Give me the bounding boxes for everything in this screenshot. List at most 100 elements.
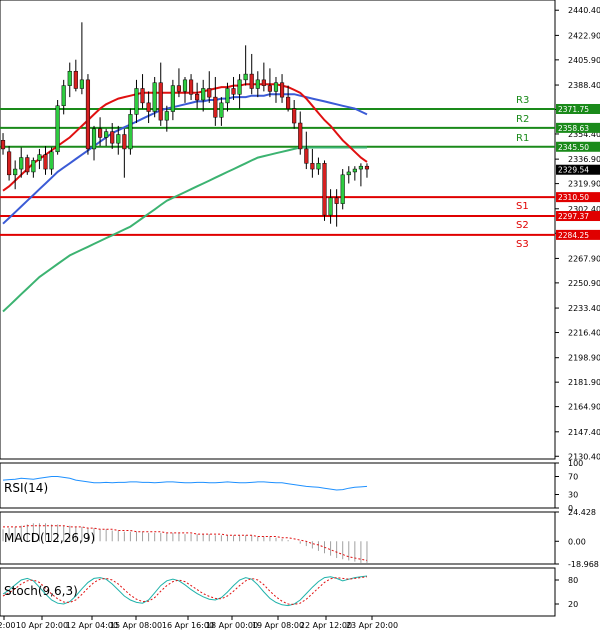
candle-down	[322, 163, 327, 216]
level-label-s1: S1	[516, 201, 529, 212]
candle-down	[310, 163, 315, 170]
level-price-badge	[556, 141, 600, 152]
candle-up	[37, 154, 42, 161]
candle-down	[298, 122, 303, 150]
level-price-badge	[556, 122, 600, 133]
candle-down	[146, 102, 151, 112]
candle-down	[261, 79, 266, 86]
candle-down	[110, 131, 115, 144]
candle-up	[358, 165, 363, 170]
candle-down	[176, 85, 182, 92]
candle-up	[219, 102, 224, 118]
candle-down	[292, 108, 297, 124]
candle-up	[49, 151, 54, 170]
stoch-k-line	[2, 575, 368, 607]
candle-down	[279, 82, 285, 98]
candle-up	[13, 168, 18, 176]
candle-up	[237, 79, 242, 95]
candle-down	[0, 140, 6, 150]
candle-up	[134, 88, 139, 115]
stoch-panel: Stoch(9,6,3) 80 20	[0, 567, 578, 617]
rsi-tick-label: 30	[568, 491, 578, 500]
y-tick-label: 2422.90	[568, 31, 600, 40]
x-tick-label: 23 Apr 20:00	[346, 621, 398, 630]
candle-down	[98, 128, 103, 138]
candle-down	[7, 151, 12, 176]
x-tick-label: 22 Apr 12:00	[300, 621, 352, 630]
candle-up	[201, 88, 206, 101]
y-tick-label: 2388.40	[568, 81, 600, 90]
candle-down	[304, 148, 309, 164]
candle-up	[225, 88, 230, 104]
candle-up	[104, 131, 109, 138]
candle-down	[195, 93, 200, 101]
y-tick-label: 2267.90	[568, 254, 600, 263]
candle-up	[61, 85, 66, 107]
candle-up	[170, 85, 175, 112]
macd-tick-label: 0.00	[568, 537, 586, 546]
candle-down	[207, 88, 212, 98]
level-price-text: 2358.63	[558, 124, 589, 133]
level-label-s2: S2	[516, 220, 529, 231]
rsi-title: RSI(14)	[4, 481, 48, 495]
y-tick-label: 2336.90	[568, 155, 600, 164]
candle-down	[43, 154, 48, 170]
candle-up	[67, 70, 72, 86]
candle-down	[73, 70, 78, 89]
macd-title: MACD(12,26,9)	[4, 531, 95, 545]
candle-up	[255, 79, 260, 89]
macd-panel: MACD(12,26,9) 24.428 0.00 -18.968	[0, 508, 599, 569]
candle-down	[213, 96, 218, 118]
macd-tick-label: 24.428	[568, 508, 596, 517]
y-tick-label: 2302.40	[568, 205, 600, 214]
x-tick-label: 10 Apr 20:00	[16, 621, 68, 630]
level-price-text: 2297.37	[558, 212, 589, 221]
price-panel: R3 R2 R1 S1 S2 S3 2440.40 2422.90 2405.90 2388.4…	[0, 0, 600, 461]
candle-down	[231, 88, 236, 95]
level-price-text: 2345.50	[558, 143, 589, 152]
level-price-badge	[556, 103, 600, 114]
candle-up	[316, 163, 321, 170]
candle-up	[152, 82, 157, 112]
candle-down	[122, 134, 127, 150]
candle-down	[85, 79, 91, 150]
x-tick-label: 16 Apr 16:00	[162, 621, 214, 630]
candle-up	[31, 160, 36, 173]
y-tick-label: 2440.40	[568, 6, 600, 15]
candle-up	[79, 79, 84, 89]
ma-blue-line	[2, 93, 368, 225]
stoch-title: Stoch(9,6,3)	[4, 584, 78, 598]
y-tick-label: 2354.40	[568, 130, 600, 139]
macd-tick-label: -18.968	[568, 560, 599, 569]
candle-down	[334, 197, 339, 204]
y-tick-label: 2319.90	[568, 180, 600, 189]
candle-down	[267, 85, 272, 92]
y-tick-label: 2181.90	[568, 378, 600, 387]
candle-down	[286, 96, 291, 109]
rsi-tick-label: 100	[568, 459, 583, 468]
rsi-line	[2, 476, 368, 491]
current-price-badge	[556, 164, 600, 175]
level-price-badge	[556, 192, 600, 203]
y-tick-label: 2130.40	[568, 452, 600, 461]
candle-up	[273, 82, 279, 92]
candle-down	[249, 73, 254, 89]
candle-up	[164, 111, 169, 121]
y-tick-label: 2405.90	[568, 56, 600, 65]
y-tick-label: 2147.40	[568, 428, 600, 437]
x-tick-label: 19 Apr 08:00	[252, 621, 304, 630]
level-price-text: 2284.25	[558, 231, 589, 240]
level-label-r1: R1	[516, 133, 529, 144]
stoch-d-line	[2, 576, 368, 605]
candle-down	[140, 88, 145, 104]
level-label-s3: S3	[516, 239, 529, 250]
level-price-badge	[556, 229, 600, 240]
level-label-r2: R2	[516, 114, 529, 125]
y-tick-label: 2198.90	[568, 354, 600, 363]
candle-up	[243, 73, 248, 81]
y-tick-label: 2216.40	[568, 329, 600, 338]
rsi-panel: RSI(14) 100 70 30 0	[0, 459, 583, 513]
candle-up	[346, 171, 351, 176]
